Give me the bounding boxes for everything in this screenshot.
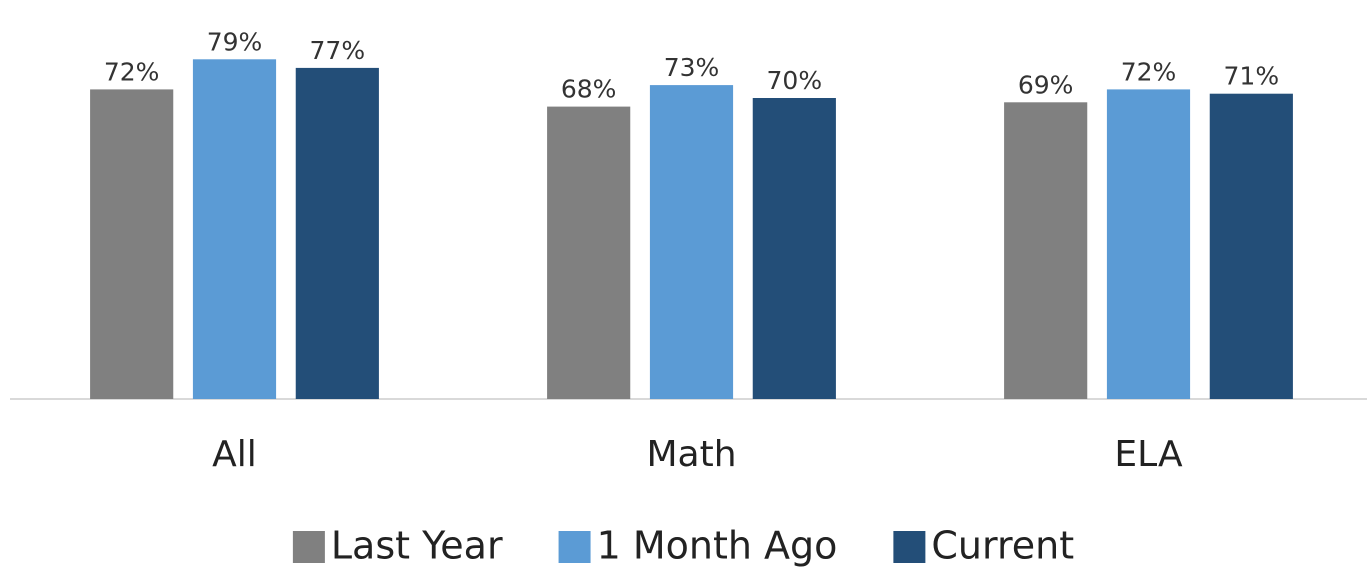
legend-swatch bbox=[292, 531, 325, 563]
legend-label: Current bbox=[931, 524, 1074, 568]
bar bbox=[1106, 89, 1191, 400]
bar bbox=[90, 89, 174, 400]
value-label: 72% bbox=[104, 57, 160, 86]
value-label: 79% bbox=[207, 27, 263, 56]
bar bbox=[547, 106, 631, 399]
bar bbox=[192, 59, 277, 400]
bar bbox=[649, 85, 734, 399]
legend-label: Last Year bbox=[331, 524, 503, 568]
bar bbox=[1004, 102, 1088, 400]
x-tick-label: ELA bbox=[1114, 434, 1183, 475]
bar bbox=[295, 67, 379, 400]
legend-label: 1 Month Ago bbox=[597, 524, 838, 568]
legend-swatch bbox=[893, 531, 926, 563]
value-label: 73% bbox=[664, 53, 720, 82]
value-label: 72% bbox=[1121, 57, 1177, 86]
value-label: 71% bbox=[1224, 62, 1280, 91]
value-label: 77% bbox=[310, 36, 366, 65]
legend-swatch bbox=[558, 531, 591, 563]
value-label: 68% bbox=[561, 75, 617, 104]
value-label: 70% bbox=[767, 66, 823, 95]
bar bbox=[1209, 93, 1293, 399]
x-tick-label: Math bbox=[646, 434, 736, 475]
bar bbox=[752, 98, 836, 399]
value-label: 69% bbox=[1018, 70, 1074, 99]
x-tick-label: All bbox=[212, 434, 257, 475]
